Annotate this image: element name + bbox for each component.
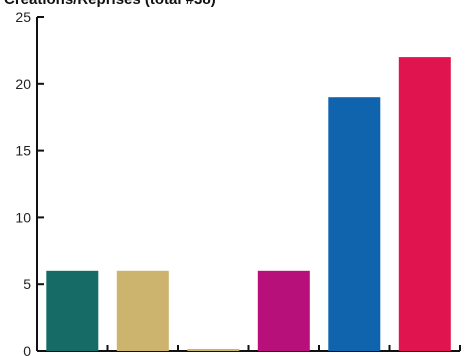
bar-1 xyxy=(46,270,99,351)
bar-6 xyxy=(398,57,451,351)
y-tick-label: 15 xyxy=(15,143,31,159)
y-tick-label: 5 xyxy=(23,276,31,292)
y-tick-label: 25 xyxy=(15,9,31,25)
y-tick-label: 0 xyxy=(23,343,31,356)
bar-5 xyxy=(328,97,381,351)
y-tick-label: 10 xyxy=(15,209,31,225)
bar-2 xyxy=(116,270,169,351)
chart-title: Creations/Reprises (total #38) xyxy=(4,0,216,8)
axes: 0 5 10 15 20 25 xyxy=(15,9,461,356)
bar-3 xyxy=(187,349,240,351)
y-tick-label: 20 xyxy=(15,76,31,92)
bar-4 xyxy=(257,270,310,351)
bars xyxy=(46,57,451,351)
